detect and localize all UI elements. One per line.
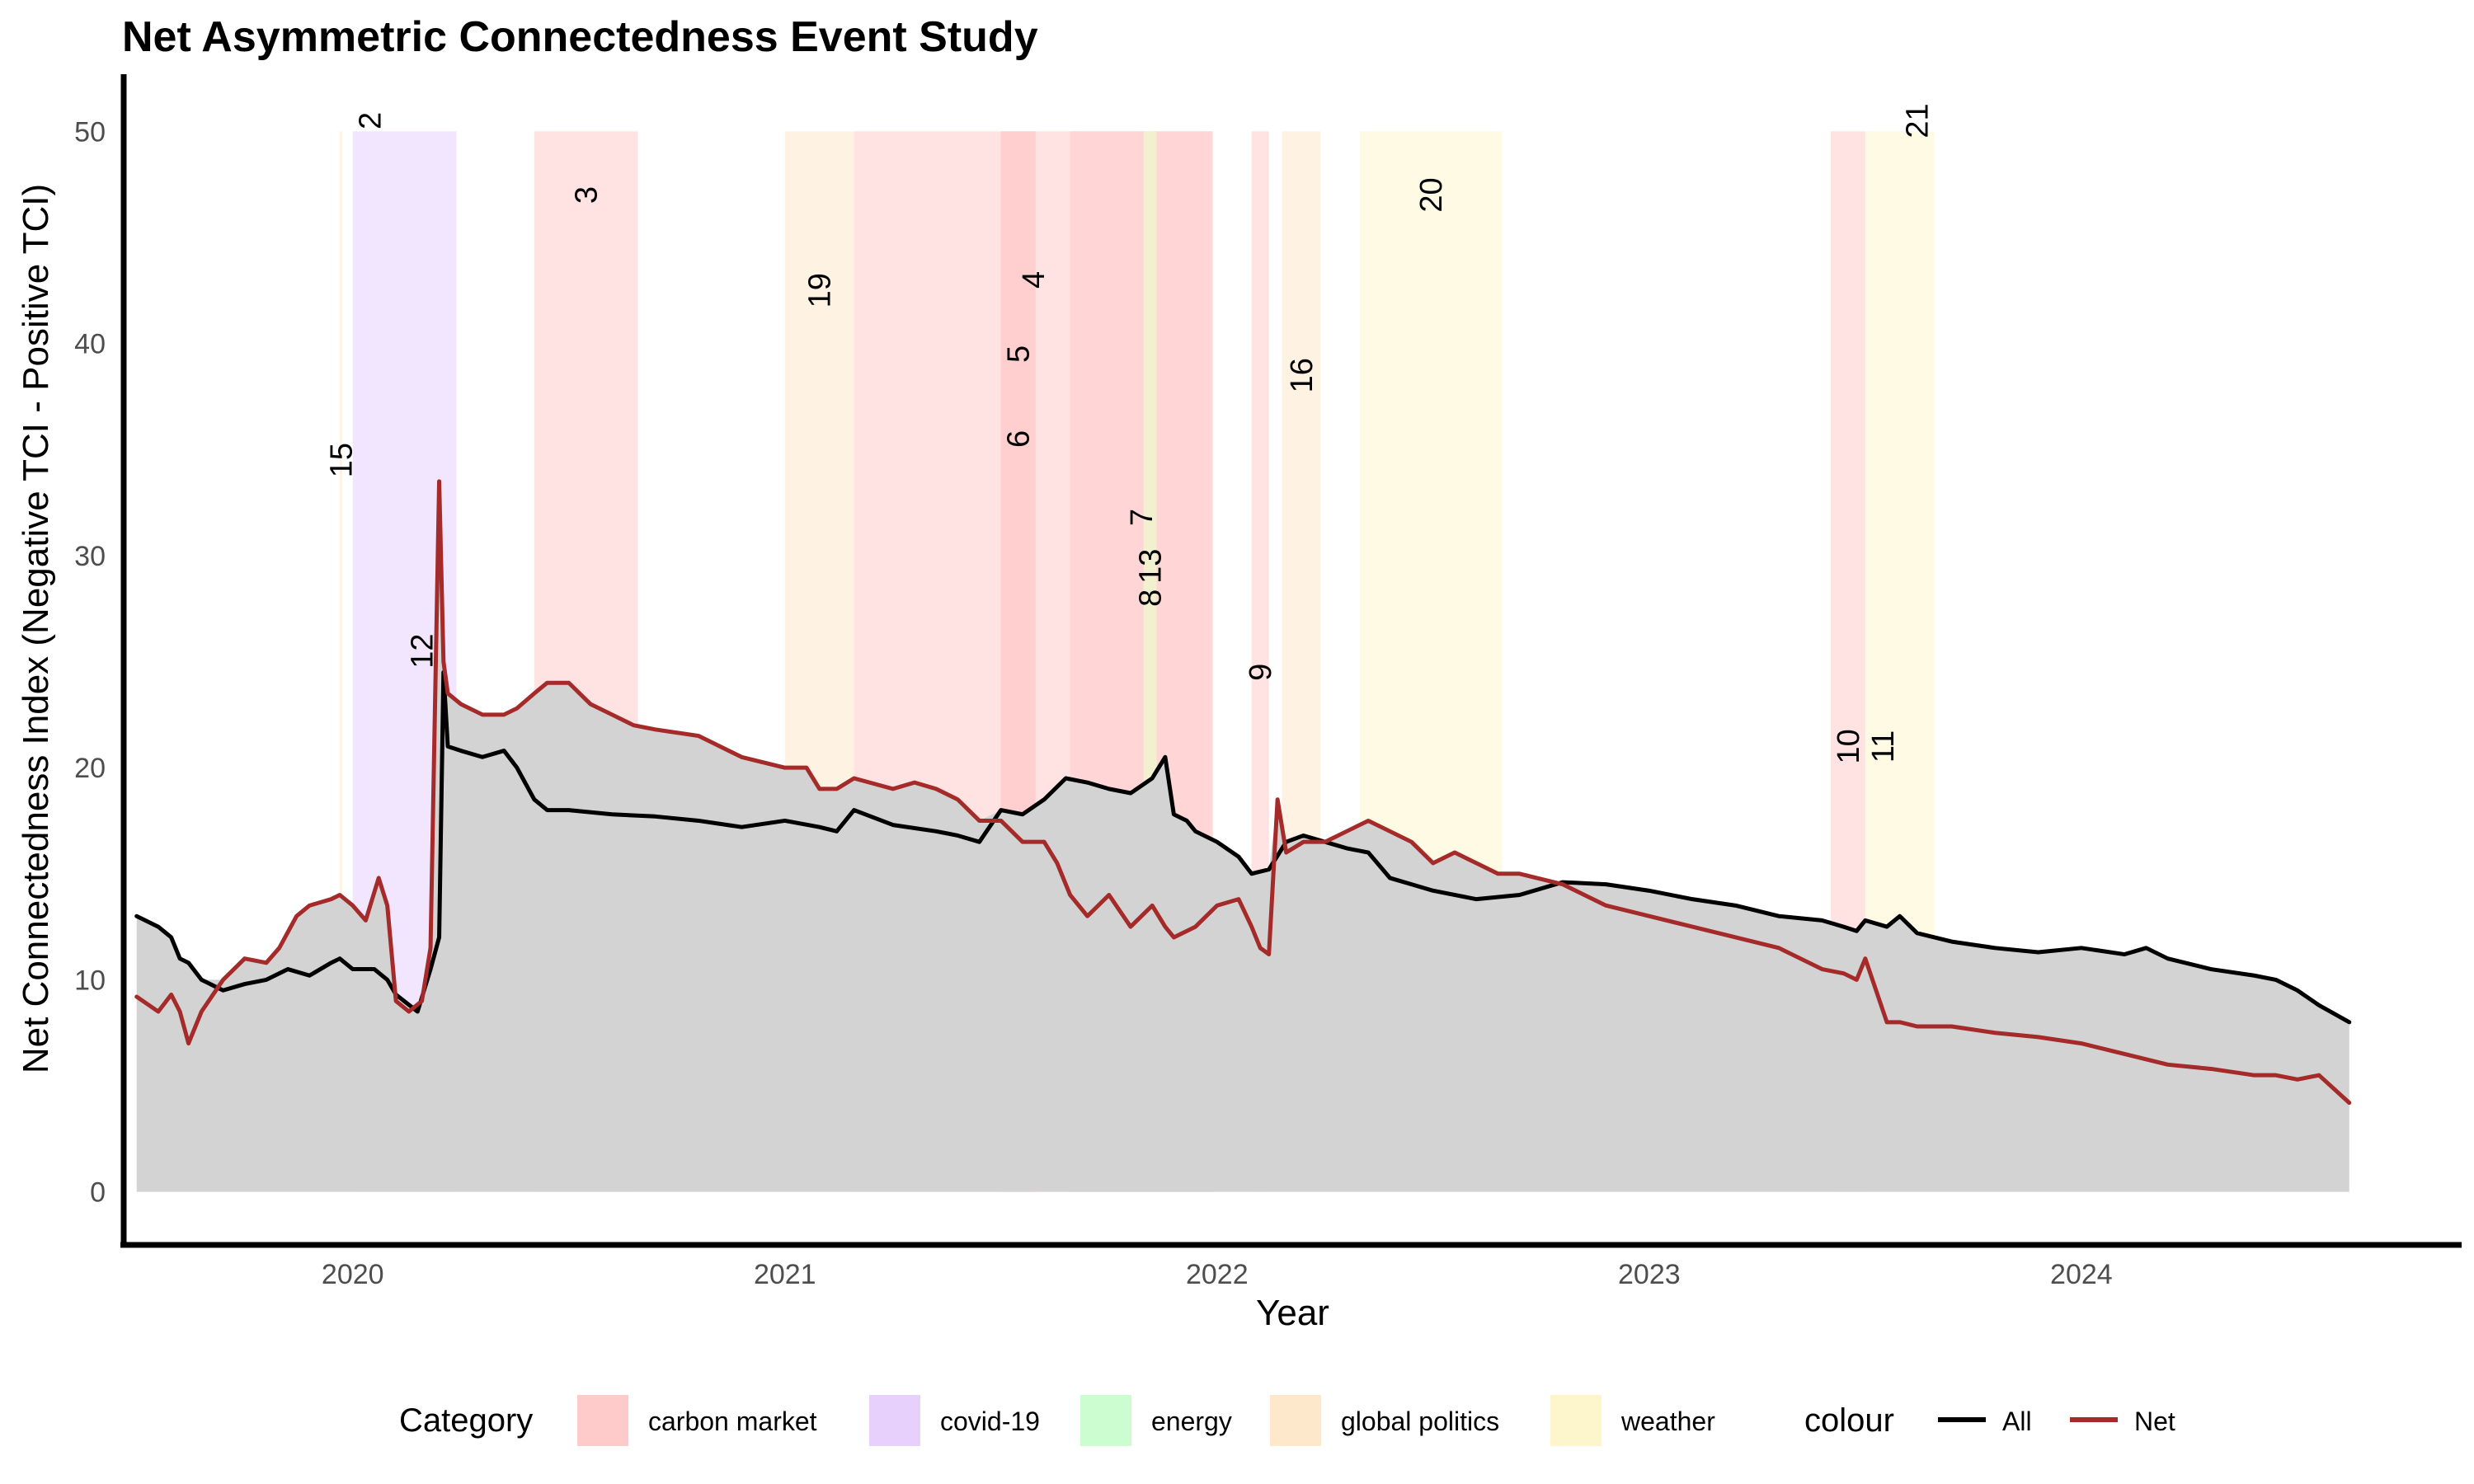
event-label-15: 15 bbox=[324, 443, 359, 477]
colour-legend-title: colour bbox=[1804, 1402, 1894, 1439]
x-tick-label-2022: 2022 bbox=[1186, 1259, 1249, 1290]
legend-label-carbon-market: carbon market bbox=[648, 1407, 817, 1436]
y-tick-label-0: 0 bbox=[90, 1177, 106, 1209]
event-label-7: 7 bbox=[1125, 509, 1159, 526]
legend-key-energy bbox=[1080, 1395, 1131, 1446]
area-under-curve bbox=[136, 481, 2349, 1192]
legend-label-all: All bbox=[2002, 1407, 2032, 1436]
colour-legend-items: All Net bbox=[1938, 1407, 2175, 1436]
y-axis-ticks: 0 10 20 30 40 50 bbox=[74, 116, 106, 1208]
area-fill bbox=[136, 481, 2349, 1192]
event-label-16: 16 bbox=[1285, 358, 1319, 392]
legend-key-covid-19 bbox=[869, 1395, 920, 1446]
event-label-4: 4 bbox=[1017, 271, 1051, 289]
y-axis-title: Net Connectedness Index (Negative TCI - … bbox=[16, 184, 56, 1073]
x-tick-label-2024: 2024 bbox=[2050, 1259, 2113, 1290]
y-tick-label-20: 20 bbox=[74, 753, 106, 784]
chart-title: Net Asymmetric Connectedness Event Study bbox=[122, 13, 1038, 61]
x-tick-label-2021: 2021 bbox=[754, 1259, 816, 1290]
x-tick-label-2023: 2023 bbox=[1618, 1259, 1681, 1290]
legend-key-weather bbox=[1550, 1395, 1602, 1446]
event-label-2: 2 bbox=[354, 112, 388, 129]
event-label-5: 5 bbox=[1002, 345, 1037, 363]
legend-label-global-politics: global politics bbox=[1341, 1407, 1499, 1436]
x-tick-label-2020: 2020 bbox=[322, 1259, 384, 1290]
event-label-11: 11 bbox=[1866, 730, 1901, 763]
series-line-all bbox=[134, 669, 2352, 1025]
series-line-net bbox=[134, 479, 2352, 1106]
event-labels: 15 2 12 3 19 4 5 6 7 13 8 9 16 20 10 11 21 bbox=[324, 103, 1935, 763]
legend-key-global-politics bbox=[1270, 1395, 1321, 1446]
legend-label-net: Net bbox=[2134, 1407, 2175, 1436]
event-label-19: 19 bbox=[803, 273, 838, 308]
legend-label-covid-19: covid-19 bbox=[940, 1407, 1040, 1436]
y-tick-label-40: 40 bbox=[74, 329, 106, 360]
x-axis-title: Year bbox=[1256, 1293, 1329, 1333]
legend: Category carbon market covid-19 energy glob… bbox=[399, 1395, 2175, 1446]
event-label-21: 21 bbox=[1901, 103, 1935, 138]
category-legend-items: carbon market covid-19 energy global politi… bbox=[577, 1395, 1715, 1446]
event-label-13: 13 bbox=[1134, 549, 1169, 584]
event-label-8: 8 bbox=[1134, 589, 1169, 607]
category-legend-title: Category bbox=[399, 1402, 533, 1439]
event-label-3: 3 bbox=[570, 186, 604, 204]
legend-label-energy: energy bbox=[1151, 1407, 1232, 1436]
event-label-12: 12 bbox=[406, 633, 440, 668]
y-tick-label-50: 50 bbox=[74, 116, 106, 148]
legend-label-weather: weather bbox=[1620, 1407, 1715, 1436]
event-label-6: 6 bbox=[1002, 430, 1037, 448]
event-label-20: 20 bbox=[1414, 177, 1449, 212]
y-tick-label-30: 30 bbox=[74, 541, 106, 572]
y-tick-label-10: 10 bbox=[74, 965, 106, 996]
x-axis-ticks: 2020 2021 2022 2023 2024 bbox=[322, 1259, 2113, 1290]
series-lines bbox=[134, 479, 2352, 1106]
event-band-15 bbox=[340, 131, 342, 1192]
event-label-10: 10 bbox=[1832, 729, 1866, 763]
legend-key-carbon-market bbox=[577, 1395, 628, 1446]
event-label-9: 9 bbox=[1244, 664, 1278, 681]
